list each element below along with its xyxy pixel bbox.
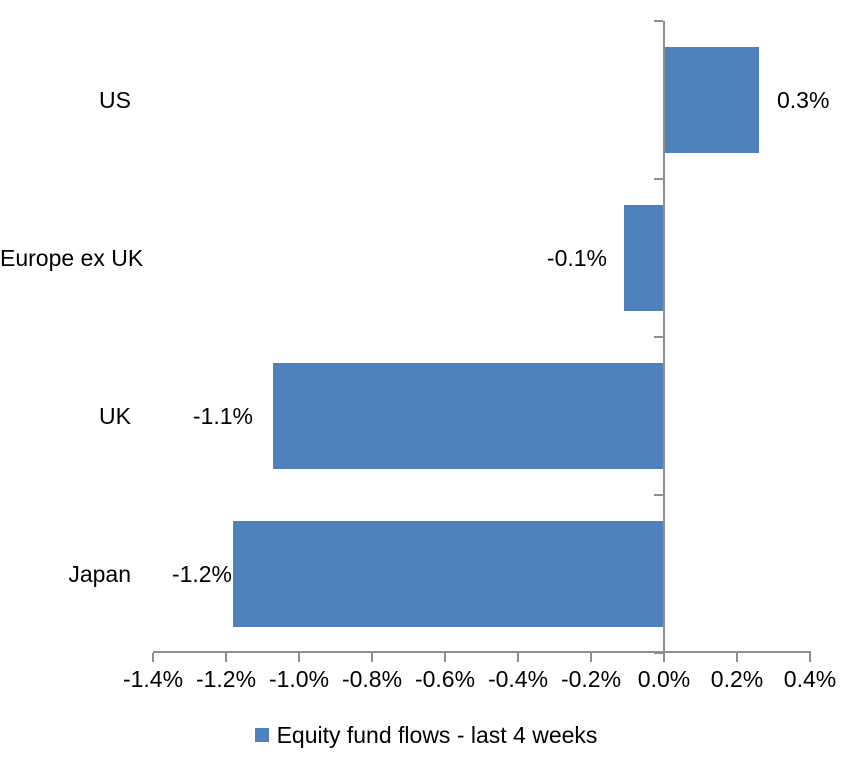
- x-tick-label: -0.4%: [487, 666, 549, 692]
- x-tick-label: -1.4%: [122, 666, 184, 692]
- y-axis-tick: [654, 336, 663, 338]
- category-label-us: US: [99, 87, 131, 113]
- y-axis-tick: [654, 652, 663, 654]
- x-tick-label: -1.0%: [268, 666, 330, 692]
- bar-europe-ex-uk: [624, 205, 664, 311]
- y-axis-tick: [654, 494, 663, 496]
- value-label-uk: -1.1%: [192, 403, 253, 429]
- x-axis-tick: [371, 653, 373, 662]
- legend-swatch-icon: [254, 728, 269, 742]
- bar-us: [664, 47, 759, 153]
- x-tick-label: -0.8%: [341, 666, 403, 692]
- x-axis-tick: [152, 653, 154, 662]
- y-axis-line: [663, 21, 665, 662]
- x-axis-tick: [517, 653, 519, 662]
- x-axis-tick: [444, 653, 446, 662]
- bar-japan: [233, 521, 664, 627]
- value-label-us: 0.3%: [777, 87, 830, 113]
- bar-uk: [273, 363, 664, 469]
- x-tick-label: -0.2%: [560, 666, 622, 692]
- x-axis-tick: [225, 653, 227, 662]
- legend: Equity fund flows - last 4 weeks: [0, 721, 852, 749]
- category-label-uk: UK: [99, 403, 131, 429]
- x-axis-tick: [809, 653, 811, 662]
- x-axis-tick: [736, 653, 738, 662]
- category-label-europe-ex-uk: Europe ex UK: [0, 245, 144, 271]
- y-axis-tick: [654, 178, 663, 180]
- x-tick-label: 0.4%: [783, 666, 837, 692]
- value-label-europe-ex-uk: -0.1%: [546, 245, 607, 271]
- x-tick-label: -1.2%: [195, 666, 257, 692]
- x-axis-tick: [663, 653, 665, 662]
- x-axis-tick: [590, 653, 592, 662]
- x-tick-label: 0.0%: [637, 666, 691, 692]
- category-label-japan: Japan: [68, 561, 131, 587]
- x-axis-line: [153, 651, 811, 653]
- x-tick-label: 0.2%: [710, 666, 764, 692]
- value-label-japan: -1.2%: [171, 561, 232, 587]
- x-axis-tick: [298, 653, 300, 662]
- y-axis-tick: [654, 20, 663, 22]
- legend-label: Equity fund flows - last 4 weeks: [276, 722, 598, 748]
- x-tick-label: -0.6%: [414, 666, 476, 692]
